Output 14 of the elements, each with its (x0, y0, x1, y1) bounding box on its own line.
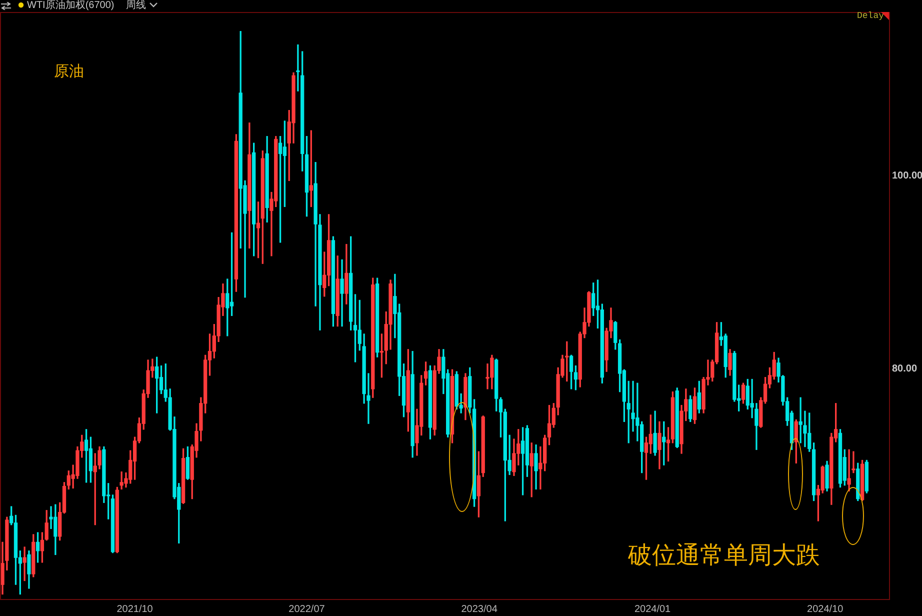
x-tick-label: 2022/07 (288, 604, 326, 615)
y-tick-label: 100.00 (892, 170, 922, 182)
x-tick-label: 2024/01 (634, 604, 672, 615)
annotation: Delay (857, 11, 884, 21)
annotation: 原油 (54, 62, 84, 81)
annotation: 破位通常单周大跌 (628, 541, 820, 571)
y-tick-label: 80.00 (892, 363, 918, 374)
candlestick (22, 546, 26, 582)
candlestick (340, 259, 344, 327)
chart-title: WTI原油加权(6700) (27, 0, 114, 11)
x-tick-label: 2023/04 (461, 604, 498, 615)
x-tick-label: 2021/10 (116, 604, 154, 615)
chart-subtitle: 周线 (126, 0, 146, 11)
x-tick-label: 2024/10 (807, 604, 844, 615)
